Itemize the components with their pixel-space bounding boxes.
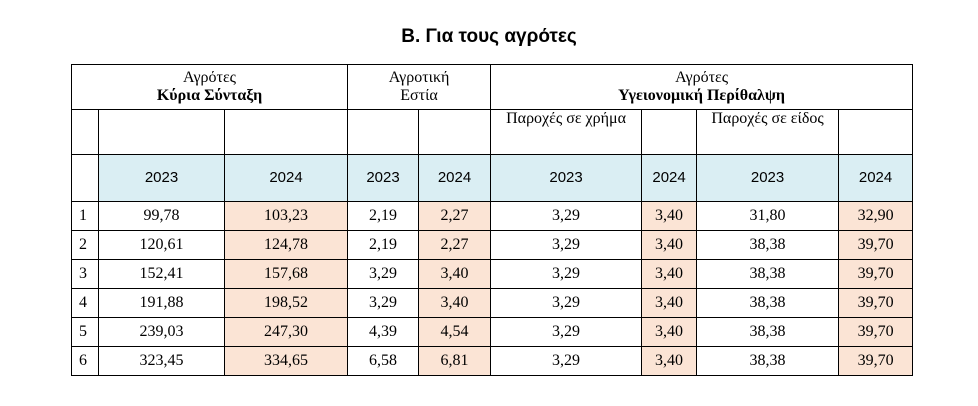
table-row: 2 120,61 124,78 2,19 2,27 3,29 3,40 38,38 39,70 [71, 230, 914, 260]
year-header: 2024 [418, 154, 492, 202]
value-cell: 3,29 [490, 288, 643, 318]
row-number: 6 [71, 346, 99, 376]
value-cell: 191,88 [98, 288, 225, 318]
empty-cell [98, 109, 225, 155]
value-cell: 39,70 [838, 259, 914, 289]
value-cell: 38,38 [696, 230, 840, 260]
farmers-table: Αγρότες Κύρια Σύνταξη Αγροτική Εστία Αγρ… [70, 64, 914, 376]
value-cell: 247,30 [223, 317, 349, 347]
value-cell: 3,40 [641, 317, 698, 347]
value-cell: 38,38 [696, 288, 840, 318]
value-cell: 3,40 [641, 230, 698, 260]
year-header: 2023 [98, 154, 225, 202]
value-cell: 239,03 [98, 317, 225, 347]
value-cell: 3,29 [490, 317, 643, 347]
value-cell: 3,29 [490, 201, 643, 231]
empty-cell [71, 109, 99, 155]
table-row: 4 191,88 198,52 3,29 3,40 3,29 3,40 38,38 39,70 [71, 288, 914, 318]
value-cell: 124,78 [223, 230, 349, 260]
value-cell: 6,81 [418, 346, 492, 376]
value-cell: 2,27 [418, 230, 492, 260]
value-cell: 103,23 [223, 201, 349, 231]
value-cell: 38,38 [696, 346, 840, 376]
year-header: 2024 [641, 154, 698, 202]
subgroup-cash-benefits: Παροχές σε χρήμα [490, 109, 643, 155]
year-header-row: 2023 2024 2023 2024 2023 2024 2023 2024 [71, 154, 914, 202]
subgroup-in-kind-benefits: Παροχές σε είδος [696, 109, 840, 155]
row-number: 4 [71, 288, 99, 318]
table-row: 1 99,78 103,23 2,19 2,27 3,29 3,40 31,80 32,90 [71, 201, 914, 231]
value-cell: 3,29 [490, 346, 643, 376]
value-cell: 3,29 [347, 288, 420, 318]
empty-cell [71, 154, 99, 202]
value-cell: 157,68 [223, 259, 349, 289]
table-row: 5 239,03 247,30 4,39 4,54 3,29 3,40 38,38 39,70 [71, 317, 914, 347]
value-cell: 152,41 [98, 259, 225, 289]
value-cell: 6,58 [347, 346, 420, 376]
group-agrarian-hearth: Αγροτική Εστία [347, 64, 492, 110]
value-cell: 39,70 [838, 288, 914, 318]
value-cell: 2,27 [418, 201, 492, 231]
row-number: 5 [71, 317, 99, 347]
value-cell: 334,65 [223, 346, 349, 376]
value-cell: 38,38 [696, 317, 840, 347]
table-row: 3 152,41 157,68 3,29 3,40 3,29 3,40 38,38 39,70 [71, 259, 914, 289]
year-header: 2023 [490, 154, 643, 202]
value-cell: 4,39 [347, 317, 420, 347]
value-cell: 2,19 [347, 230, 420, 260]
empty-cell [347, 109, 420, 155]
empty-cell [223, 109, 349, 155]
value-cell: 120,61 [98, 230, 225, 260]
row-number: 2 [71, 230, 99, 260]
value-cell: 31,80 [696, 201, 840, 231]
year-header: 2023 [347, 154, 420, 202]
value-cell: 99,78 [98, 201, 225, 231]
table-row: 6 323,45 334,65 6,58 6,81 3,29 3,40 38,38 39,70 [71, 346, 914, 376]
value-cell: 32,90 [838, 201, 914, 231]
empty-cell [838, 109, 914, 155]
year-header: 2024 [838, 154, 914, 202]
value-cell: 3,40 [418, 288, 492, 318]
value-cell: 4,54 [418, 317, 492, 347]
value-cell: 39,70 [838, 230, 914, 260]
value-cell: 198,52 [223, 288, 349, 318]
value-cell: 3,29 [490, 230, 643, 260]
value-cell: 3,29 [490, 259, 643, 289]
value-cell: 3,40 [641, 288, 698, 318]
value-cell: 39,70 [838, 346, 914, 376]
value-cell: 3,29 [347, 259, 420, 289]
group-main-pension: Αγρότες Κύρια Σύνταξη [70, 64, 349, 110]
empty-cell [418, 109, 492, 155]
value-cell: 323,45 [98, 346, 225, 376]
value-cell: 3,40 [641, 346, 698, 376]
value-cell: 2,19 [347, 201, 420, 231]
value-cell: 3,40 [641, 201, 698, 231]
group-health-care: Αγρότες Υγειονομική Περίθαλψη [490, 64, 914, 110]
row-number: 1 [71, 201, 99, 231]
value-cell: 38,38 [696, 259, 840, 289]
group-header-row: Αγρότες Κύρια Σύνταξη Αγροτική Εστία Αγρ… [70, 64, 914, 110]
empty-cell [641, 109, 698, 155]
value-cell: 39,70 [838, 317, 914, 347]
row-number: 3 [71, 259, 99, 289]
subgroup-header-row: Παροχές σε χρήμα Παροχές σε είδος [71, 109, 914, 155]
year-header: 2024 [223, 154, 349, 202]
value-cell: 3,40 [418, 259, 492, 289]
year-header: 2023 [696, 154, 840, 202]
value-cell: 3,40 [641, 259, 698, 289]
section-title: Β. Για τους αγρότες [401, 26, 577, 47]
